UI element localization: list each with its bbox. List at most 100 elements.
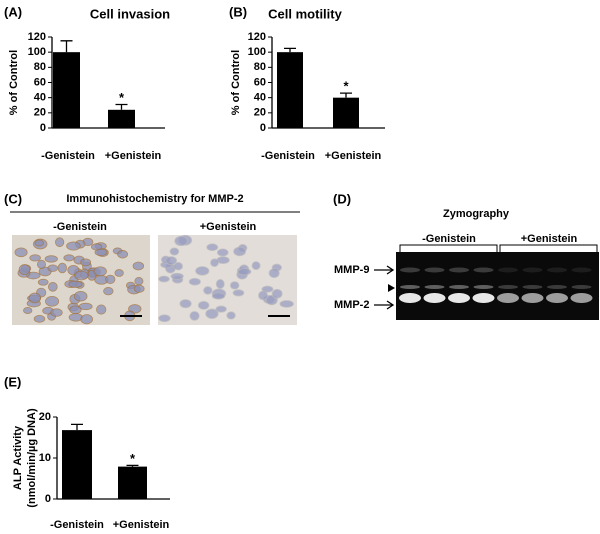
cell <box>55 237 65 248</box>
group-label: +Genistein <box>521 233 578 245</box>
cell <box>233 246 247 257</box>
gel-band <box>571 285 592 289</box>
x-tick-label: +Genistein <box>105 150 162 162</box>
panel-title: Zymography <box>443 208 510 220</box>
cell <box>94 248 108 257</box>
y-tick-label: 0 <box>40 122 46 134</box>
y-tick-label: 20 <box>254 107 266 119</box>
cell <box>237 268 252 276</box>
bar <box>53 52 80 128</box>
gel-band <box>571 267 592 273</box>
cell <box>215 278 225 289</box>
error-bar <box>126 464 139 467</box>
gel-band <box>547 285 567 289</box>
y-tick-label: 120 <box>248 31 266 43</box>
gel-band <box>448 293 470 303</box>
cell <box>216 248 229 257</box>
error-bar <box>60 40 73 53</box>
cell <box>14 247 28 258</box>
panel-label: (A) <box>4 4 22 19</box>
x-tick-label: -Genistein <box>41 150 95 162</box>
y-axis-label: ALP Activity <box>12 425 24 490</box>
cell <box>134 276 144 286</box>
significance-mark: * <box>119 90 125 105</box>
y-tick-label: 80 <box>254 61 266 73</box>
arrowhead <box>388 284 395 292</box>
cell <box>133 284 145 293</box>
x-tick-label: +Genistein <box>325 150 382 162</box>
x-tick-label: +Genistein <box>113 519 170 531</box>
gel-band <box>546 293 568 303</box>
cell <box>195 266 210 276</box>
panel-label: (C) <box>4 191 22 206</box>
cell <box>34 239 44 247</box>
gel-band <box>473 285 494 289</box>
y-tick-label: 40 <box>254 92 266 104</box>
gel-band <box>498 285 518 289</box>
gel-band <box>424 267 445 273</box>
y-tick-label: 20 <box>39 411 51 423</box>
cell <box>215 305 227 313</box>
bar <box>277 52 303 128</box>
cell <box>114 269 124 277</box>
y-tick-label: 100 <box>248 46 266 58</box>
cell <box>251 261 261 270</box>
cell <box>78 302 93 311</box>
x-tick-label: -Genistein <box>50 519 104 531</box>
error-bar <box>115 103 128 110</box>
cell <box>210 258 219 268</box>
cell <box>170 272 184 280</box>
y-tick-label: 80 <box>34 61 46 73</box>
gel-band <box>424 285 445 289</box>
cell <box>63 254 75 262</box>
gel-band <box>399 293 421 303</box>
y-axis-label: % of Control <box>8 50 20 115</box>
cell <box>68 280 83 288</box>
cell <box>45 295 60 307</box>
gel-band <box>547 267 567 273</box>
cell <box>132 261 145 271</box>
cell <box>23 306 33 315</box>
gel-band <box>449 285 469 289</box>
group-label: -Genistein <box>53 221 107 233</box>
cell <box>66 241 81 251</box>
cell <box>229 281 240 290</box>
gel-band <box>400 267 420 273</box>
panel-label: (E) <box>4 374 21 389</box>
gel-band <box>498 267 518 273</box>
cell <box>232 289 245 297</box>
cell <box>36 259 46 269</box>
cell <box>105 274 116 285</box>
cell <box>169 247 180 256</box>
cell <box>174 235 188 247</box>
cell <box>117 250 129 259</box>
gel-band <box>472 293 495 303</box>
cell <box>188 277 201 286</box>
cell <box>271 288 283 299</box>
cell <box>158 275 170 283</box>
cell <box>189 311 200 321</box>
y-tick-label: 10 <box>39 452 51 464</box>
gel-band <box>570 293 593 303</box>
chart-title: Cell motility <box>268 6 342 21</box>
y-tick-label: 40 <box>34 92 46 104</box>
cell <box>197 300 210 310</box>
cell <box>261 285 274 293</box>
cell <box>80 258 92 267</box>
y-tick-label: 120 <box>28 31 46 43</box>
cell <box>18 264 31 275</box>
cell <box>268 268 280 279</box>
cell <box>50 308 63 317</box>
x-tick-label: -Genistein <box>261 150 315 162</box>
cell <box>44 255 58 263</box>
cell <box>173 262 184 271</box>
y-tick-label: 60 <box>34 76 46 88</box>
cell <box>165 256 178 266</box>
cell <box>73 290 88 302</box>
cell <box>80 314 93 325</box>
micrograph <box>158 234 297 325</box>
cell <box>206 243 219 252</box>
bar <box>333 97 359 128</box>
gel-band <box>522 285 543 289</box>
gel-band <box>400 285 420 289</box>
